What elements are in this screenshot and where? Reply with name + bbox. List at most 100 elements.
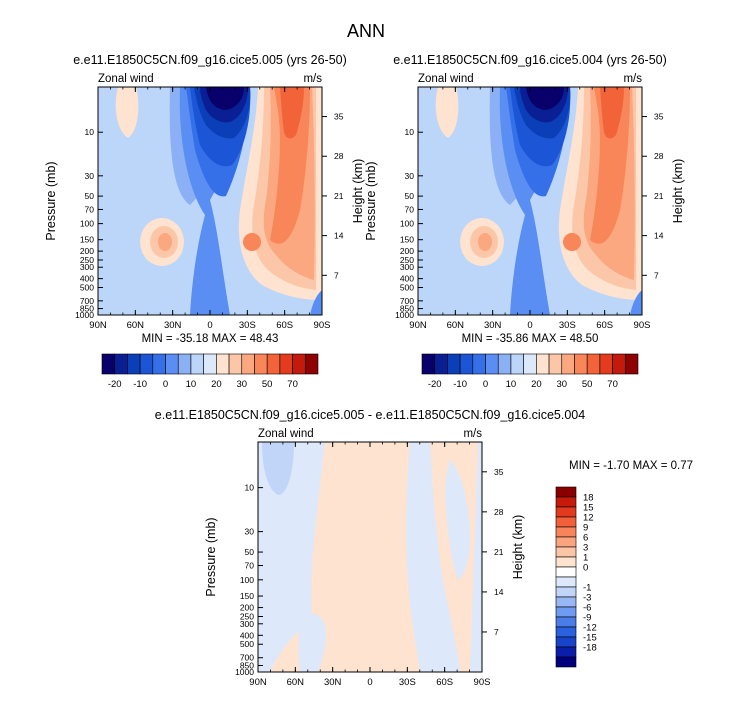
y-tick-label: 700: [240, 653, 254, 663]
colorbar-label: -9: [583, 613, 591, 624]
height-tick-label: 14: [334, 231, 344, 241]
y-axis-title: Pressure (mb): [364, 161, 378, 240]
colorbar-swatch: [101, 353, 116, 375]
y-tick-label: 250: [400, 255, 414, 265]
colorbar-label: 20: [211, 379, 222, 390]
x-tick-label: 30S: [399, 677, 416, 688]
y-tick-label: 500: [240, 639, 254, 649]
colorbar-swatch: [216, 353, 230, 375]
colorbar-swatch: [561, 353, 575, 375]
height-tick-label: 21: [334, 191, 344, 201]
contour: [470, 442, 482, 672]
y-tick-label: 100: [240, 575, 254, 585]
y-tick-label: 10: [245, 483, 255, 493]
contour: [478, 233, 492, 251]
colorbar-label: 1: [583, 553, 588, 564]
contour: [115, 87, 139, 138]
colorbar-swatch: [203, 353, 217, 375]
contour: [280, 87, 304, 139]
y-tick-label: 30: [245, 527, 255, 537]
colorbar-label: -18: [583, 643, 597, 654]
figure-title: ANN: [347, 21, 385, 41]
panel-2-stats: MIN = -35.86 MAX = 48.50: [462, 333, 599, 345]
colorbar-swatch: [254, 353, 268, 375]
panel-2: e.e11.E1850C5CN.f09_g16.cice5.004 (yrs 2…: [364, 53, 685, 390]
height-tick-label: 21: [494, 547, 504, 557]
colorbar-swatch: [586, 353, 601, 375]
x-tick-label: 0: [367, 677, 372, 688]
contour: [206, 87, 244, 110]
height-tick-label: 7: [494, 627, 499, 637]
y-axis-right-title: Height (km): [671, 159, 685, 224]
colorbar-swatch: [555, 656, 577, 668]
panel-1-right-label: m/s: [303, 73, 322, 85]
x-tick-label: 90S: [314, 320, 331, 331]
height-tick-label: 35: [334, 112, 344, 122]
contour: [526, 87, 564, 110]
colorbar-swatch: [555, 616, 577, 628]
colorbar-label: 10: [186, 379, 197, 390]
colorbar-swatch: [612, 353, 626, 375]
x-tick-label: 90S: [634, 320, 651, 331]
height-tick-label: 28: [654, 151, 664, 161]
colorbar-label: 30: [556, 379, 567, 390]
y-tick-label: 150: [240, 591, 254, 601]
height-tick-label: 35: [654, 112, 664, 122]
colorbar-label: 18: [583, 493, 594, 504]
height-tick-label: 14: [654, 231, 664, 241]
contour: [563, 233, 581, 251]
colorbar-label: 0: [583, 563, 588, 574]
y-tick-label: 1000: [395, 310, 414, 320]
colorbar-swatch: [555, 586, 577, 598]
x-tick-label: 30N: [324, 677, 342, 688]
height-tick-label: 28: [494, 507, 504, 517]
x-tick-label: 30S: [559, 320, 576, 331]
colorbar-swatch: [555, 606, 577, 618]
contour: [435, 87, 459, 138]
colorbar-label: 30: [236, 379, 247, 390]
colorbar-swatch: [497, 353, 512, 375]
colorbar-swatch: [510, 353, 524, 375]
y-tick-label: 850: [240, 660, 254, 670]
colorbar-swatch: [555, 496, 577, 508]
colorbar-swatch: [114, 353, 128, 375]
panel-2-axes: 90N 60N 30N 0 30S 60S 90S103050701001502002503…: [364, 87, 685, 331]
height-tick-label: 7: [654, 270, 659, 280]
x-tick-label: 60N: [287, 677, 305, 688]
y-tick-label: 50: [245, 547, 255, 557]
y-tick-label: 30: [85, 171, 95, 181]
y-tick-label: 70: [405, 204, 415, 214]
panel-1: e.e11.E1850C5CN.f09_g16.cice5.005 (yrs 2…: [44, 53, 365, 390]
y-tick-label: 700: [80, 296, 94, 306]
colorbar-swatch: [485, 353, 499, 375]
y-tick-label: 10: [85, 127, 95, 137]
colorbar-swatch: [555, 506, 577, 518]
panel-3-axes: 90N 60N 30N 0 30S 60S 90S103050701001502002503…: [204, 442, 525, 688]
y-tick-label: 500: [400, 282, 414, 292]
colorbar-label: 12: [583, 513, 594, 524]
y-tick-label: 70: [85, 204, 95, 214]
height-tick-label: 35: [494, 467, 504, 477]
colorbar-label: -20: [428, 379, 442, 390]
x-tick-label: 90N: [409, 320, 427, 331]
colorbar-swatch: [555, 576, 577, 588]
y-axis-title: Pressure (mb): [44, 161, 58, 240]
y-tick-label: 300: [240, 619, 254, 629]
colorbar-swatch: [241, 353, 255, 375]
y-tick-label: 250: [80, 255, 94, 265]
contour: [158, 233, 172, 251]
colorbar-label: -1: [583, 583, 591, 594]
colorbar-swatch: [555, 596, 577, 608]
contour: [298, 613, 326, 672]
contour: [310, 290, 322, 315]
colorbar-label: 10: [506, 379, 517, 390]
colorbar-label: -6: [583, 603, 591, 614]
colorbar-label: 0: [483, 379, 488, 390]
y-tick-label: 10: [405, 127, 415, 137]
panel-2-right-label: m/s: [623, 73, 642, 85]
y-tick-label: 400: [240, 630, 254, 640]
colorbar-swatch: [574, 353, 588, 375]
y-tick-label: 500: [80, 282, 94, 292]
y-axis-title: Pressure (mb): [204, 517, 218, 596]
